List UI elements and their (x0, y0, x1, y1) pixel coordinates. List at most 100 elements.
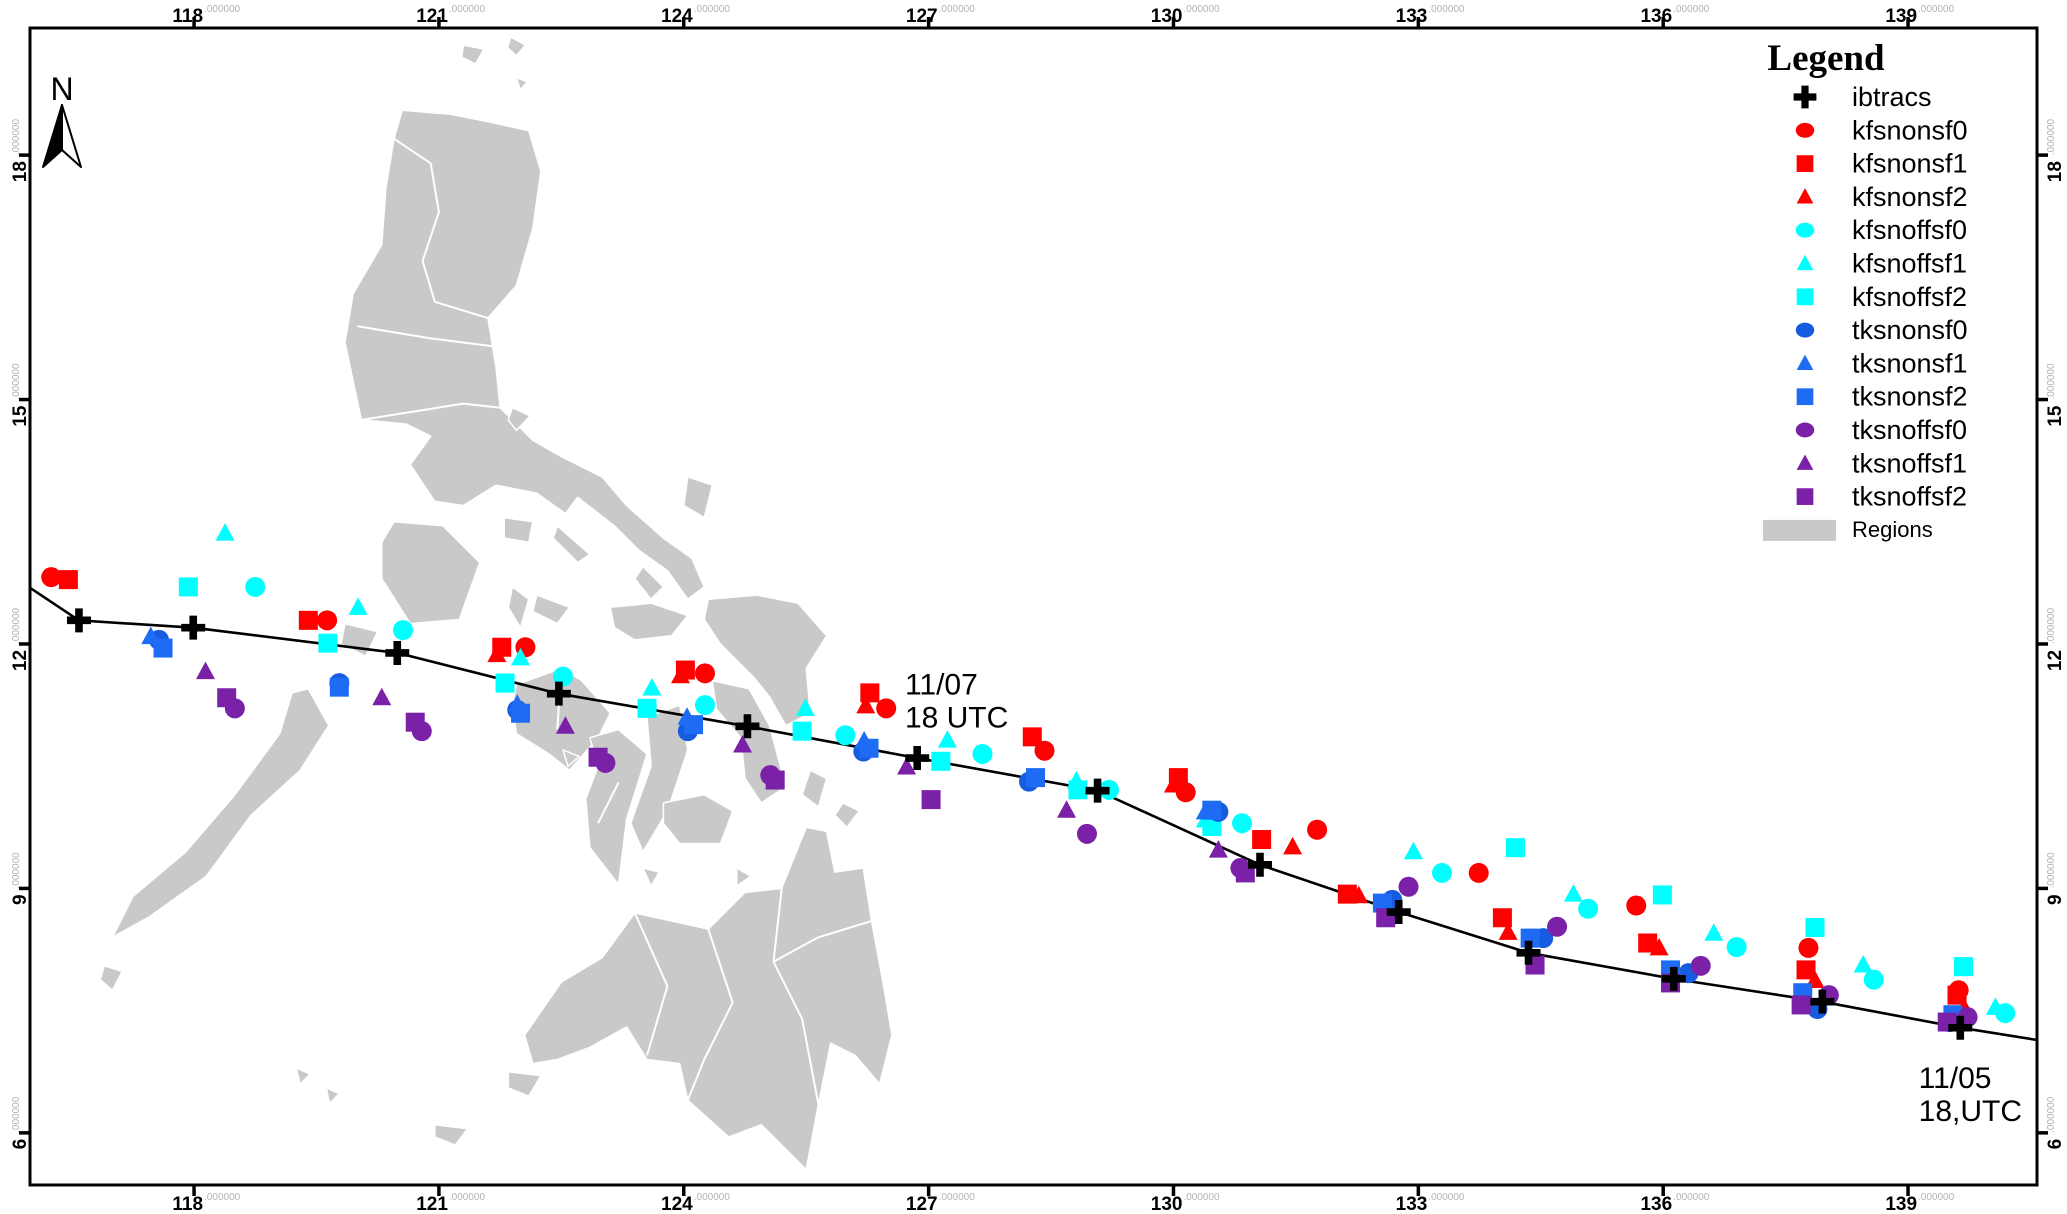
axis-tick-label: 139 (1885, 6, 1917, 27)
model-point-tksnonsf2 (329, 677, 349, 697)
legend-item-regions: Regions (1763, 517, 1933, 542)
model-point-kfsnoffsf1 (511, 647, 531, 666)
kfsnonsf0-swatch-icon (1795, 122, 1815, 138)
model-point-tksnoffsf2 (921, 790, 941, 810)
legend-item-label: tksnoffsf1 (1852, 448, 1967, 478)
axis-tick-decimal: .000000 (1183, 1192, 1220, 1203)
model-point-kfsnonsf0 (1798, 937, 1819, 958)
model-point-kfsnoffsf1 (1985, 997, 2005, 1015)
model-point-kfsnoffsf2 (931, 751, 951, 771)
tksnoffsf0-swatch-icon (1795, 422, 1815, 438)
axis-tick-decimal: .000000 (11, 363, 22, 400)
axis-tick-label-group: 18 .000000 (10, 119, 31, 183)
axis-tick-label: 136 (1640, 1194, 1672, 1214)
tksnonsf2-swatch-icon (1796, 388, 1814, 406)
legend-item-label: Regions (1852, 517, 1933, 542)
land-region-guimaras (562, 749, 581, 767)
model-point-kfsnoffsf2 (1068, 780, 1088, 800)
model-point-kfsnoffsf0 (1578, 898, 1599, 919)
axis-tick-decimal: .000000 (2046, 119, 2057, 156)
model-point-kfsnonsf0 (1175, 782, 1196, 803)
model-point-kfsnoffsf2 (495, 673, 515, 693)
land-region-siargao (834, 802, 860, 829)
land-region-jolo (434, 1123, 469, 1146)
land-region-cagayan-tawi-2 (325, 1087, 341, 1105)
axis-tick-label-group: 18 .000000 (2045, 119, 2066, 183)
axis-tick-label: 15 (2045, 405, 2066, 427)
regions-swatch (1763, 519, 1836, 541)
axis-tick-decimal: .000000 (939, 4, 976, 15)
model-point-tksnonsf2 (684, 715, 704, 735)
axis-tick-label-group: 9 .000000 (10, 852, 31, 905)
axis-tick-label: 136 (1640, 6, 1672, 27)
axis-tick-decimal: .000000 (2046, 363, 2057, 400)
model-point-tksnoffsf1 (1057, 800, 1077, 818)
legend-item-label: kfsnoffsf0 (1852, 215, 1967, 245)
model-point-kfsnoffsf0 (972, 743, 993, 764)
land-region-dinagat (801, 769, 828, 808)
axis-tick-label-group: 6 .000000 (10, 1096, 31, 1149)
model-point-tksnoffsf1 (733, 735, 753, 753)
ibtracs-point (66, 608, 91, 633)
legend-item-kfsnoffsf1: kfsnoffsf1 (1796, 249, 1967, 279)
legend-item-tksnoffsf0: tksnoffsf0 (1795, 415, 1967, 445)
axis-tick-label: 6 (10, 1139, 31, 1150)
legend-item-label: tksnonsf0 (1852, 315, 1968, 345)
north-arrow-icon (61, 104, 82, 168)
model-point-tksnoffsf1 (1208, 840, 1228, 858)
model-point-kfsnoffsf2 (318, 633, 338, 653)
annotation-label-1105: 11/05 18,UTC (1919, 1062, 2022, 1128)
model-point-kfsnoffsf1 (642, 677, 662, 696)
ibtracs-point (735, 714, 760, 739)
model-point-kfsnonsf0 (41, 567, 62, 588)
axis-tick-label: 139 (1885, 1194, 1917, 1214)
model-point-kfsnoffsf0 (1232, 813, 1253, 834)
land-region-babuyan-2 (506, 36, 527, 57)
model-point-kfsnoffsf2 (637, 698, 657, 718)
land-region-bohol (662, 793, 734, 845)
ibtracs-track-line (29, 586, 2038, 1042)
axis-tick-label-group: 12 .000000 (10, 607, 31, 671)
land-region-romblon (532, 594, 571, 625)
region-boundary (633, 912, 669, 1056)
region-boundary (597, 782, 620, 824)
region-boundary (357, 325, 497, 348)
model-point-kfsnoffsf1 (937, 730, 957, 748)
map-frame (28, 26, 2039, 1187)
legend-item-kfsnoffsf2: kfsnoffsf2 (1796, 282, 1967, 312)
ibtracs-point (1247, 852, 1272, 877)
ibtracs-point (1810, 989, 1835, 1014)
legend-item-label: tksnonsf1 (1852, 348, 1968, 378)
axis-tick-decimal: .000000 (204, 1192, 241, 1203)
kfsnonsf1-swatch-icon (1796, 155, 1814, 172)
land-region-basilan (507, 1070, 542, 1097)
model-point-tksnonsf2 (511, 703, 531, 723)
model-point-kfsnonsf0 (317, 610, 338, 631)
model-point-tksnoffsf2 (765, 770, 785, 790)
model-point-kfsnonsf2 (670, 665, 690, 684)
ibtracs-point (546, 681, 571, 706)
axis-tick-label-group: 12 .000000 (2045, 607, 2066, 671)
land-region-cebu (629, 704, 689, 853)
axis-tick-label: 121 (416, 1194, 448, 1214)
model-point-kfsnoffsf1 (795, 698, 815, 716)
axis-tick-label: 130 (1151, 1194, 1183, 1214)
axis-tick-decimal: .000000 (1673, 1192, 1710, 1203)
legend-items: ibtracskfsnonsf0kfsnonsf1kfsnonsf2kfsnof… (1763, 82, 1968, 542)
land-region-ticao (634, 565, 665, 600)
axis-tick-label: 133 (1396, 6, 1428, 27)
legend-item-tksnonsf0: tksnonsf0 (1795, 315, 1968, 345)
model-point-kfsnonsf0 (876, 698, 897, 719)
axis-tick-label: 118 (172, 1194, 203, 1214)
tksnonsf0-swatch-icon (1795, 322, 1815, 338)
axis-tick-label-group: 9 .000000 (2045, 852, 2066, 905)
tksnoffsf1-swatch-icon (1796, 454, 1814, 470)
legend-item-kfsnoffsf0: kfsnoffsf0 (1795, 215, 1967, 245)
region-boundaries-layer (357, 137, 872, 1105)
tksnonsf1-swatch-icon (1796, 354, 1814, 370)
axis-tick-decimal: .000000 (11, 607, 22, 644)
model-point-kfsnoffsf1 (215, 523, 235, 541)
axis-tick-decimal: .000000 (1918, 1192, 1955, 1203)
model-point-kfsnonsf2 (1498, 922, 1518, 940)
